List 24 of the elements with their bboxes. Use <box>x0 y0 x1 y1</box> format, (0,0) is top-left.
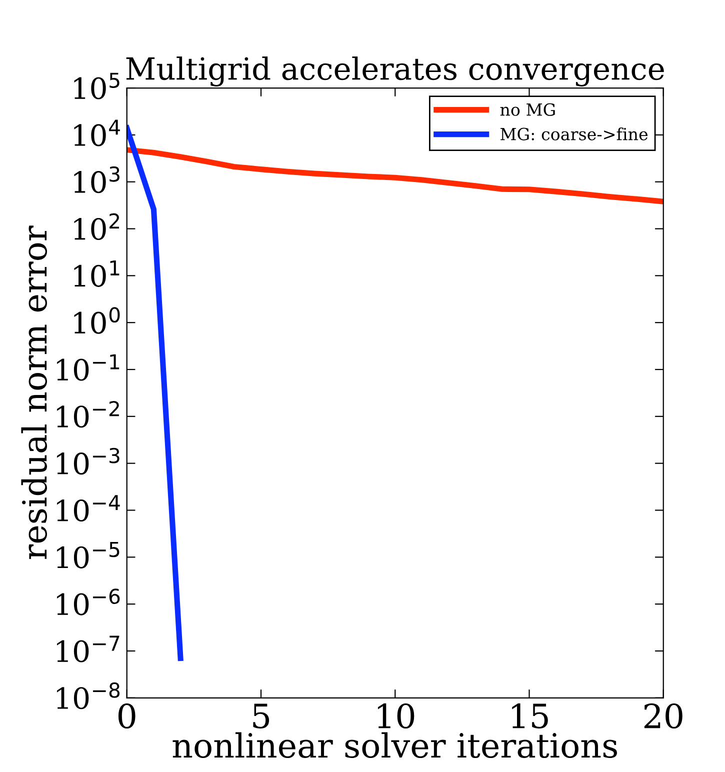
x-tick-label: 5 <box>253 704 270 729</box>
y-tick-label: 10$^{−5}$ <box>57 542 120 568</box>
x-tick-label: 15 <box>512 703 548 729</box>
y-tick-label: 10$^{1}$ <box>74 260 120 287</box>
x-tick-label: 20 <box>644 703 682 729</box>
y-tick-label: 10$^{−8}$ <box>57 682 120 710</box>
y-tick-label: 10$^{4}$ <box>74 120 120 146</box>
chart-title: Multigrid accelerates convergence <box>126 56 664 86</box>
y-tick-label: 10$^{−3}$ <box>57 448 120 475</box>
y-axis-title: residual norm error <box>21 226 48 560</box>
x-tick-label: 0 <box>118 703 136 729</box>
legend-label: no MG <box>500 103 555 116</box>
y-tick-label: 10$^{−6}$ <box>57 588 120 616</box>
legend-label: MG: coarse->fine <box>500 127 648 140</box>
y-tick-label: 10$^{0}$ <box>74 307 120 334</box>
y-tick-label: 10$^{−1}$ <box>57 354 120 381</box>
x-axis-title: nonlinear solver iterations <box>172 732 617 758</box>
y-tick-label: 10$^{3}$ <box>74 166 120 194</box>
y-tick-label: 10$^{5}$ <box>74 72 120 100</box>
y-tick-label: 10$^{2}$ <box>74 213 120 240</box>
y-tick-label: 10$^{−7}$ <box>57 636 120 662</box>
y-tick-label: 10$^{−4}$ <box>57 495 120 522</box>
y-tick-label: 10$^{−2}$ <box>57 400 119 428</box>
x-tick-label: 10 <box>378 703 414 729</box>
